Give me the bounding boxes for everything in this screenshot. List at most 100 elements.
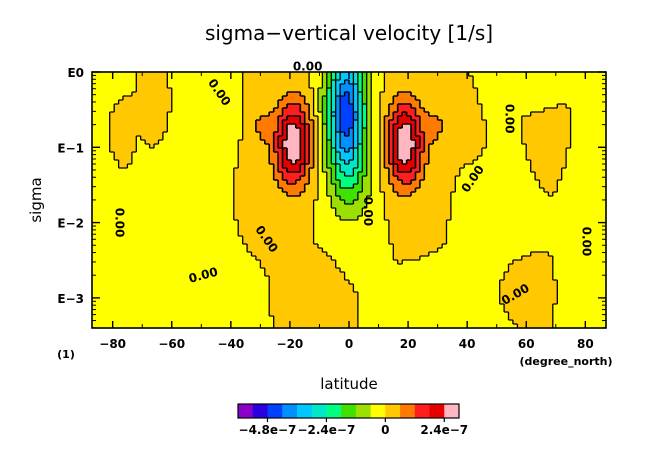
field-cell [349,152,355,157]
field-cell [264,156,270,161]
field-cell [322,140,328,145]
field-cell [207,180,213,185]
field-cell [335,160,341,165]
field-cell [561,144,567,149]
field-cell [406,88,412,93]
field-cell [592,200,598,205]
field-cell [588,232,594,237]
field-cell [508,92,514,97]
field-cell [579,184,585,189]
field-cell [105,132,111,137]
field-cell [504,192,510,197]
field-cell [597,240,603,245]
field-cell [539,80,545,85]
field-cell [592,160,598,165]
field-cell [326,76,332,81]
field-cell [207,200,213,205]
field-cell [216,216,222,221]
field-cell [167,84,173,89]
field-cell [592,156,598,161]
field-cell [397,156,403,161]
field-cell [450,152,456,157]
field-cell [123,244,129,249]
field-cell [433,132,439,137]
field-cell [145,140,151,145]
field-cell [517,108,523,113]
field-cell [233,148,239,153]
field-cell [393,88,399,93]
field-cell [171,212,177,217]
field-cell [597,92,603,97]
field-cell [521,228,527,233]
field-cell [375,76,381,81]
field-cell [220,140,226,145]
field-cell [450,228,456,233]
field-cell [242,120,248,125]
field-cell [216,172,222,177]
field-cell [508,236,514,241]
field-cell [353,92,359,97]
field-cell [123,112,129,117]
field-cell [424,184,430,189]
field-cell [464,96,470,101]
field-cell [114,212,120,217]
field-cell [322,236,328,241]
field-cell [349,156,355,161]
field-cell [552,156,558,161]
field-cell [92,108,98,113]
field-cell [127,88,133,93]
field-cell [574,164,581,169]
field-cell [495,196,501,201]
field-cell [211,228,217,233]
field-cell [419,192,425,197]
field-cell [508,128,514,133]
field-cell [127,212,133,217]
field-cell [481,188,487,193]
field-cell [260,104,266,109]
field-cell [220,104,226,109]
field-cell [366,72,372,77]
field-cell [504,196,510,201]
field-cell [300,116,306,121]
field-cell [273,144,279,149]
field-cell [450,240,456,245]
field-cell [539,204,545,209]
field-cell [105,96,111,101]
field-cell [353,140,359,145]
field-cell [521,188,527,193]
field-cell [366,132,372,137]
field-cell [419,184,425,189]
field-cell [388,92,394,97]
field-cell [490,128,496,133]
field-cell [211,196,217,201]
field-cell [530,164,536,169]
field-cell [149,224,155,229]
field-cell [530,132,536,137]
field-cell [464,204,470,209]
field-cell [437,236,443,241]
field-cell [242,144,248,149]
field-cell [508,120,514,125]
field-cell [495,160,501,165]
field-cell [295,76,301,81]
field-cell [264,148,270,153]
field-cell [419,96,425,101]
field-cell [189,140,195,145]
field-cell [136,164,142,169]
field-cell [109,156,115,161]
field-cell [100,96,106,101]
field-cell [419,92,425,97]
field-cell [344,156,350,161]
field-cell [371,220,377,225]
field-cell [490,96,496,101]
field-cell [185,228,191,233]
field-cell [574,168,581,173]
field-cell [344,104,350,109]
field-cell [535,124,541,129]
field-cell [362,180,368,185]
field-cell [118,212,124,217]
field-cell [504,108,510,113]
field-cell [131,208,137,213]
field-cell [415,240,421,245]
field-cell [424,96,430,101]
